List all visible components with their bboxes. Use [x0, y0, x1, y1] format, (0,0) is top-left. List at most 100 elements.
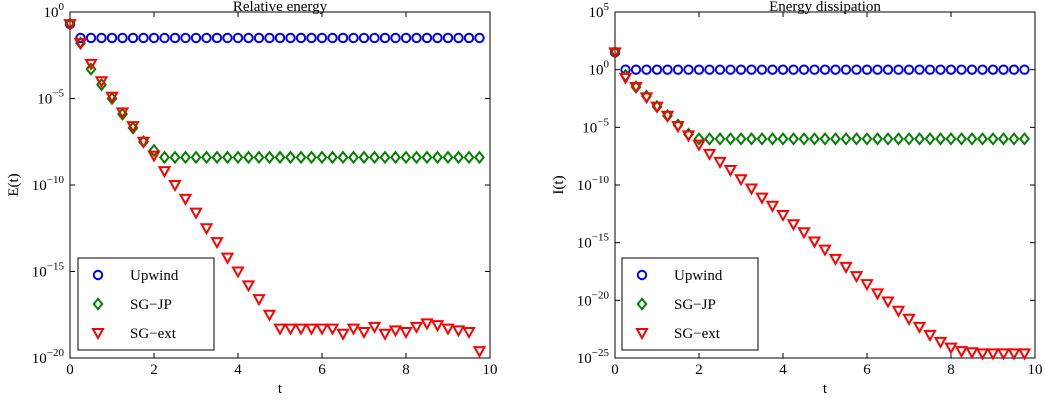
data-point — [358, 150, 370, 165]
data-point — [180, 150, 191, 165]
data-point — [168, 180, 182, 193]
data-point — [849, 271, 864, 284]
data-point — [463, 32, 475, 44]
data-point — [966, 64, 978, 75]
data-point — [442, 32, 454, 44]
data-point — [651, 64, 663, 75]
series-triangle-down — [63, 19, 487, 359]
data-point — [180, 32, 191, 44]
data-point — [818, 244, 832, 257]
data-point — [681, 130, 696, 143]
data-point — [243, 150, 254, 165]
series-circle — [609, 47, 1030, 75]
data-point — [693, 132, 705, 146]
data-point — [744, 183, 759, 196]
data-point — [965, 347, 979, 360]
data-point — [830, 64, 841, 75]
data-point — [975, 348, 990, 361]
data-point — [178, 193, 193, 206]
data-point — [777, 132, 789, 146]
data-point — [346, 323, 361, 336]
data-point — [725, 132, 736, 146]
data-point — [315, 323, 329, 336]
y-tick-label: 10−15 — [577, 232, 610, 252]
data-point — [630, 64, 642, 75]
data-point — [105, 91, 119, 104]
data-point — [735, 132, 747, 146]
data-point — [420, 318, 434, 331]
data-point — [809, 132, 820, 146]
data-point — [819, 64, 831, 75]
data-point — [232, 150, 244, 165]
data-point — [136, 136, 151, 149]
data-point — [325, 323, 340, 336]
data-point — [660, 110, 675, 123]
data-point — [1008, 64, 1020, 75]
data-point — [839, 261, 853, 274]
data-point — [618, 72, 633, 85]
data-point — [987, 64, 999, 75]
data-point — [85, 32, 97, 44]
data-point — [756, 132, 768, 146]
data-point — [872, 64, 883, 75]
series-triangle-down — [608, 47, 1032, 361]
data-point — [704, 64, 715, 75]
data-point — [304, 323, 319, 336]
data-point — [734, 174, 748, 187]
data-point — [243, 32, 254, 44]
data-point — [746, 132, 757, 146]
y-tick-label: 10−10 — [32, 174, 65, 194]
data-point — [935, 132, 946, 146]
data-point — [94, 76, 109, 89]
data-point — [148, 32, 160, 44]
y-tick-label: 100 — [589, 59, 610, 79]
data-point — [713, 156, 727, 169]
legend-marker — [636, 269, 648, 281]
data-point — [1008, 132, 1020, 146]
data-point — [421, 32, 433, 44]
y-tick-label: 10−20 — [32, 347, 65, 367]
legend-label: SG−ext — [130, 326, 177, 342]
data-point — [264, 150, 275, 165]
data-point — [798, 64, 810, 75]
data-point — [870, 288, 885, 301]
data-point — [159, 150, 170, 165]
data-point — [369, 150, 380, 165]
data-point — [914, 64, 925, 75]
data-point — [262, 309, 277, 322]
data-point — [463, 150, 475, 165]
data-point — [798, 132, 810, 146]
data-point — [809, 64, 820, 75]
data-point — [169, 32, 181, 44]
data-point — [336, 328, 350, 341]
data-point — [671, 121, 685, 134]
data-point — [337, 150, 349, 165]
x-axis-label: t — [823, 381, 828, 397]
data-point — [777, 64, 789, 75]
legend-label: Upwind — [674, 268, 723, 284]
data-point — [432, 32, 443, 44]
data-point — [169, 150, 181, 165]
data-point — [148, 143, 160, 158]
data-point — [977, 132, 988, 146]
y-tick-label: 10−20 — [577, 289, 610, 309]
data-point — [840, 64, 852, 75]
data-point — [451, 325, 466, 338]
data-point — [126, 121, 140, 134]
data-point — [253, 150, 265, 165]
data-point — [138, 32, 149, 44]
data-point — [84, 58, 98, 71]
data-point — [893, 64, 904, 75]
data-point — [903, 64, 915, 75]
data-point — [369, 32, 380, 44]
data-point — [977, 64, 988, 75]
data-point — [776, 209, 790, 223]
data-point — [944, 342, 958, 355]
legend-label: SG−JP — [130, 297, 172, 313]
data-point — [797, 227, 811, 240]
x-tick-label: 4 — [234, 362, 242, 378]
data-point — [891, 305, 906, 318]
y-axis-label: I(t) — [551, 175, 567, 194]
data-point — [861, 132, 873, 146]
